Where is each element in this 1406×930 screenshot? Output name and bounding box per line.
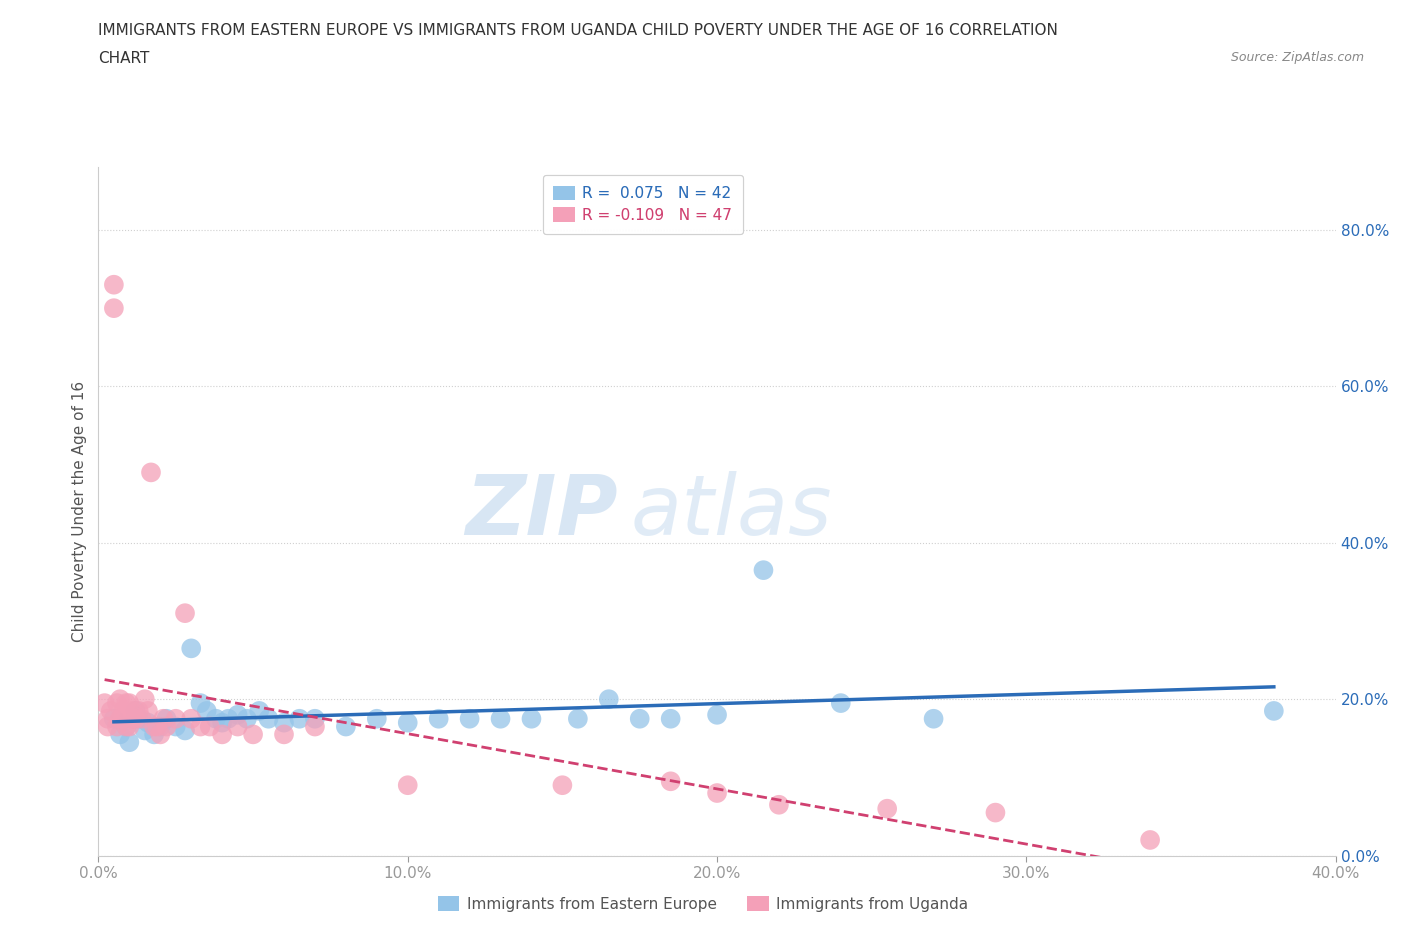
- Point: [136, 703, 159, 718]
- Point: [124, 711, 146, 726]
- Point: [112, 703, 135, 718]
- Legend: R =  0.075   N = 42, R = -0.109   N = 47: R = 0.075 N = 42, R = -0.109 N = 47: [543, 175, 742, 233]
- Point: [131, 711, 153, 726]
- Point: [659, 711, 682, 726]
- Point: [257, 711, 280, 726]
- Point: [174, 605, 197, 620]
- Point: [97, 719, 120, 734]
- Text: Source: ZipAtlas.com: Source: ZipAtlas.com: [1230, 51, 1364, 64]
- Point: [520, 711, 543, 726]
- Point: [105, 719, 128, 734]
- Point: [93, 696, 115, 711]
- Point: [121, 711, 143, 726]
- Point: [659, 774, 682, 789]
- Point: [247, 703, 270, 718]
- Point: [128, 703, 150, 718]
- Point: [190, 696, 212, 711]
- Point: [335, 719, 357, 734]
- Text: atlas: atlas: [630, 471, 832, 552]
- Point: [427, 711, 450, 726]
- Point: [105, 696, 128, 711]
- Point: [108, 711, 131, 726]
- Point: [217, 711, 239, 726]
- Point: [198, 719, 221, 734]
- Point: [567, 711, 589, 726]
- Point: [273, 727, 295, 742]
- Point: [1263, 703, 1285, 718]
- Point: [489, 711, 512, 726]
- Point: [830, 696, 852, 711]
- Point: [103, 711, 125, 726]
- Point: [180, 711, 202, 726]
- Legend: Immigrants from Eastern Europe, Immigrants from Uganda: Immigrants from Eastern Europe, Immigran…: [432, 890, 974, 918]
- Point: [190, 719, 212, 734]
- Point: [115, 719, 138, 734]
- Point: [706, 708, 728, 723]
- Point: [211, 727, 233, 742]
- Point: [205, 711, 228, 726]
- Y-axis label: Child Poverty Under the Age of 16: Child Poverty Under the Age of 16: [72, 381, 87, 642]
- Point: [97, 711, 120, 726]
- Point: [136, 715, 159, 730]
- Point: [118, 696, 141, 711]
- Point: [242, 727, 264, 742]
- Point: [134, 723, 156, 737]
- Point: [628, 711, 651, 726]
- Point: [121, 703, 143, 718]
- Point: [984, 805, 1007, 820]
- Point: [143, 727, 166, 742]
- Text: ZIP: ZIP: [465, 471, 619, 552]
- Point: [195, 703, 218, 718]
- Point: [304, 711, 326, 726]
- Point: [598, 692, 620, 707]
- Point: [1139, 832, 1161, 847]
- Point: [165, 719, 187, 734]
- Point: [115, 719, 138, 734]
- Point: [174, 723, 197, 737]
- Point: [100, 703, 122, 718]
- Point: [304, 719, 326, 734]
- Point: [146, 719, 169, 734]
- Point: [396, 777, 419, 792]
- Point: [155, 711, 177, 726]
- Point: [139, 465, 162, 480]
- Point: [149, 719, 172, 734]
- Point: [458, 711, 481, 726]
- Point: [128, 711, 150, 726]
- Point: [752, 563, 775, 578]
- Point: [118, 735, 141, 750]
- Text: IMMIGRANTS FROM EASTERN EUROPE VS IMMIGRANTS FROM UGANDA CHILD POVERTY UNDER THE: IMMIGRANTS FROM EASTERN EUROPE VS IMMIGR…: [98, 23, 1059, 38]
- Point: [165, 711, 187, 726]
- Point: [706, 786, 728, 801]
- Point: [115, 696, 138, 711]
- Point: [108, 692, 131, 707]
- Point: [288, 711, 311, 726]
- Point: [211, 715, 233, 730]
- Point: [226, 708, 249, 723]
- Point: [143, 719, 166, 734]
- Point: [876, 802, 898, 817]
- Point: [922, 711, 945, 726]
- Point: [155, 719, 177, 734]
- Point: [134, 692, 156, 707]
- Point: [108, 727, 131, 742]
- Point: [103, 277, 125, 292]
- Point: [180, 641, 202, 656]
- Point: [149, 727, 172, 742]
- Point: [366, 711, 388, 726]
- Point: [118, 719, 141, 734]
- Point: [273, 715, 295, 730]
- Point: [551, 777, 574, 792]
- Point: [152, 711, 174, 726]
- Point: [768, 797, 790, 812]
- Point: [396, 715, 419, 730]
- Text: CHART: CHART: [98, 51, 150, 66]
- Point: [236, 711, 259, 726]
- Point: [226, 719, 249, 734]
- Point: [124, 703, 146, 718]
- Point: [112, 711, 135, 726]
- Point: [103, 300, 125, 315]
